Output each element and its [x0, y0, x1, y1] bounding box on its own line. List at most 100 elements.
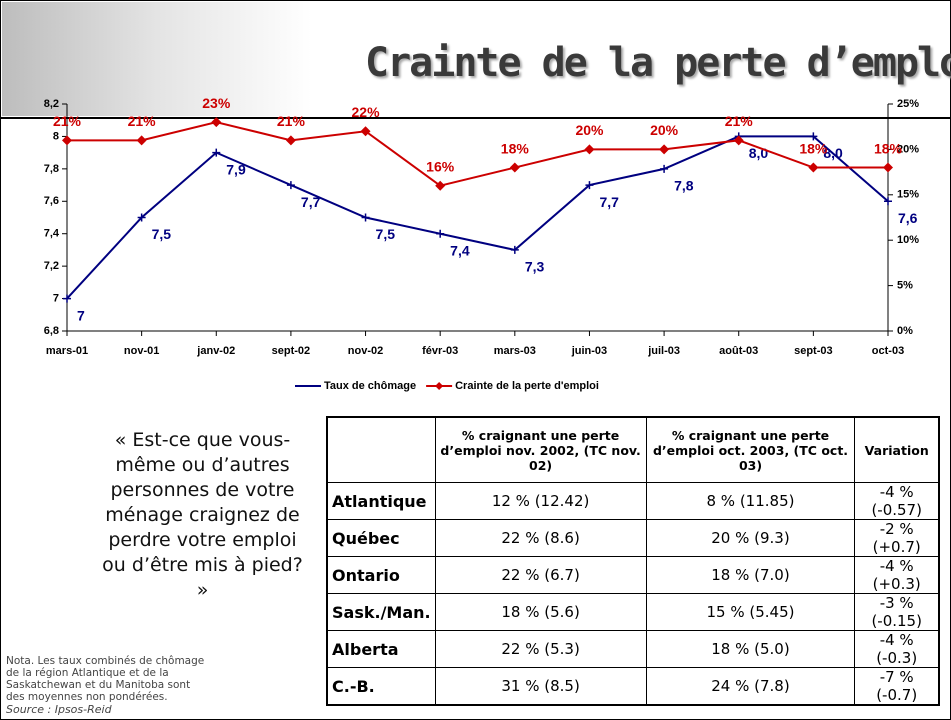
table-cell: 24 % (7.8) — [646, 668, 855, 706]
data-label: 21% — [53, 113, 82, 129]
marker — [808, 163, 818, 173]
data-label: 20% — [575, 122, 604, 138]
data-label: 21% — [128, 113, 157, 129]
x-tick-label: août-03 — [719, 345, 758, 357]
y-tick-label: 6,8 — [44, 325, 59, 337]
data-label: 7,7 — [301, 194, 321, 210]
note: Nota. Les taux combinés de chômage de la… — [6, 655, 206, 703]
x-tick-label: févr-03 — [422, 345, 458, 357]
y2-tick-label: 25% — [897, 98, 919, 110]
data-label: 18% — [799, 140, 828, 156]
y-tick-label: 8,2 — [44, 98, 59, 110]
row-header: Sask./Man. — [327, 594, 435, 631]
legend-label: Crainte de la perte d'emploi — [455, 380, 599, 392]
table-cell: 12 % (12.42) — [435, 483, 646, 520]
marker — [362, 214, 370, 222]
data-label: 21% — [277, 113, 306, 129]
table-header: Variation — [855, 417, 939, 483]
x-tick-label: janv-02 — [196, 345, 235, 357]
row-header: Ontario — [327, 557, 435, 594]
marker — [660, 165, 668, 173]
y-tick-label: 7 — [53, 292, 59, 304]
question: « Est-ce que vous-même ou d’autres perso… — [95, 428, 310, 603]
marker — [584, 144, 594, 154]
table-row: Sask./Man.18 % (5.6)15 % (5.45)-3 % (-0.… — [327, 594, 939, 631]
data-label: 7,8 — [674, 178, 694, 194]
y2-tick-label: 10% — [897, 234, 919, 246]
x-tick-label: mars-01 — [46, 345, 88, 357]
x-tick-label: juin-03 — [571, 345, 607, 357]
marker — [286, 135, 296, 145]
data-label: 7,5 — [376, 226, 396, 242]
row-header: C.-B. — [327, 668, 435, 706]
table-cell: 18 % (5.0) — [646, 631, 855, 668]
legend-label: Taux de chômage — [324, 380, 416, 392]
x-tick-label: nov-01 — [124, 345, 159, 357]
table-cell: 22 % (6.7) — [435, 557, 646, 594]
data-label: 7,7 — [599, 194, 619, 210]
data-label: 7,4 — [450, 242, 470, 258]
table-cell: 18 % (7.0) — [646, 557, 855, 594]
x-tick-label: mars-03 — [494, 345, 536, 357]
row-header: Atlantique — [327, 483, 435, 520]
data-label: 21% — [725, 113, 754, 129]
table-cell: 18 % (5.6) — [435, 594, 646, 631]
data-label: 7,6 — [898, 210, 918, 226]
table-cell: -4 % (-0.3) — [855, 631, 939, 668]
table-cell: -2 % (+0.7) — [855, 520, 939, 557]
table-cell: 20 % (9.3) — [646, 520, 855, 557]
data-label: 16% — [426, 158, 455, 174]
table-cell: 15 % (5.45) — [646, 594, 855, 631]
table-cell: 22 % (5.3) — [435, 631, 646, 668]
x-tick-label: sept-02 — [272, 345, 311, 357]
table-header-row: % craignant une perte d’emploi nov. 2002… — [327, 417, 939, 483]
x-tick-label: nov-02 — [348, 345, 383, 357]
chart: 6,877,27,47,67,888,20%5%10%15%20%25%mars… — [0, 0, 951, 400]
marker — [510, 163, 520, 173]
y-tick-label: 7,6 — [44, 195, 59, 207]
table-cell: 8 % (11.85) — [646, 483, 855, 520]
table-cell: -7 % (-0.7) — [855, 668, 939, 706]
table-header: % craignant une perte d’emploi oct. 2003… — [646, 417, 855, 483]
x-tick-label: sept-03 — [794, 345, 833, 357]
x-tick-label: oct-03 — [872, 345, 904, 357]
x-tick-label: juil-03 — [647, 345, 680, 357]
legend-marker — [435, 382, 443, 390]
y2-tick-label: 0% — [897, 325, 913, 337]
data-label: 18% — [874, 140, 903, 156]
y2-tick-label: 15% — [897, 189, 919, 201]
table-cell: -4 % (+0.3) — [855, 557, 939, 594]
table-row: C.-B.31 % (8.5)24 % (7.8)-7 % (-0.7) — [327, 668, 939, 706]
y-tick-label: 7,2 — [44, 260, 59, 272]
table-cell: 31 % (8.5) — [435, 668, 646, 706]
table-corner — [327, 417, 435, 483]
y-tick-label: 7,8 — [44, 163, 59, 175]
data-label: 7,3 — [525, 259, 545, 275]
marker — [287, 181, 295, 189]
data-label: 20% — [650, 122, 679, 138]
data-label: 7,9 — [226, 161, 246, 177]
data-label: 23% — [202, 95, 231, 111]
table: % craignant une perte d’emploi nov. 2002… — [326, 416, 940, 706]
row-header: Québec — [327, 520, 435, 557]
marker — [211, 117, 221, 127]
source: Source : Ipsos-Reid — [6, 703, 112, 716]
table-header: % craignant une perte d’emploi nov. 2002… — [435, 417, 646, 483]
marker — [883, 163, 893, 173]
data-label: 22% — [352, 104, 381, 120]
table-cell: 22 % (8.6) — [435, 520, 646, 557]
y2-tick-label: 5% — [897, 280, 913, 292]
table-row: Atlantique12 % (12.42)8 % (11.85)-4 % (-… — [327, 483, 939, 520]
row-header: Alberta — [327, 631, 435, 668]
slide: Crainte de la perte d’emploi 6,877,27,47… — [0, 0, 951, 720]
table-cell: -3 % (-0.15) — [855, 594, 939, 631]
data-label: 7,5 — [152, 226, 172, 242]
y-tick-label: 7,4 — [44, 228, 60, 240]
data-label: 18% — [501, 140, 530, 156]
marker — [659, 144, 669, 154]
marker — [436, 230, 444, 238]
table-cell: -4 % (-0.57) — [855, 483, 939, 520]
